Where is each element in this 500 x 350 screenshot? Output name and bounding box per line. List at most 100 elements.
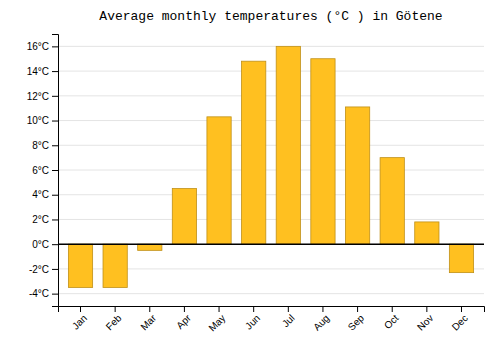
grid-line (58, 293, 484, 294)
x-tick: Jun (243, 306, 262, 332)
plot-area: -4°C -2°C 0°C 2°C 4°C 6°C 8°C 10°C 12°C 14°C 16°C J… (27, 35, 485, 334)
tick-label: 6°C (32, 165, 49, 176)
tick-mark (426, 306, 427, 312)
tick-mark (52, 46, 58, 47)
bar (103, 244, 127, 287)
tick-label: Mar (138, 312, 158, 332)
tick-mark (52, 121, 58, 122)
tick-mark (184, 306, 185, 312)
tick-mark (219, 306, 220, 312)
tick-mark (288, 306, 289, 312)
title: Average monthly temperatures (°C ) in Gö… (99, 9, 442, 24)
tick-label: Oct (382, 312, 401, 331)
baseline (58, 243, 484, 245)
tick-label: 10°C (27, 115, 49, 126)
tick-mark (52, 294, 58, 295)
bar (415, 222, 439, 244)
grid-line (58, 71, 484, 72)
tick-mark (52, 170, 58, 171)
tick-label: May (206, 312, 227, 333)
tick-label: 8°C (32, 140, 49, 151)
bars (68, 46, 473, 287)
x-tick: Nov (415, 306, 435, 333)
y-tick: 16°C (27, 41, 58, 52)
chart: -4°C -2°C 0°C 2°C 4°C 6°C 8°C 10°C 12°C 14°C 16°C J… (0, 0, 500, 350)
tick-label: Feb (104, 312, 124, 332)
bar (172, 189, 196, 245)
tick-mark (52, 219, 58, 220)
bar (207, 117, 231, 244)
tick-mark (322, 306, 323, 312)
y-tick: 2°C (32, 214, 58, 225)
y-tick: 14°C (27, 66, 58, 77)
y-tick: -2°C (29, 264, 58, 275)
tick-label: 16°C (27, 41, 49, 52)
x-tick: Apr (174, 306, 193, 331)
tick-label: 0°C (32, 239, 49, 250)
tick-label: -2°C (29, 264, 49, 275)
tick-label: Apr (174, 312, 193, 331)
tick-mark (149, 306, 150, 312)
grid-line (58, 170, 484, 171)
x-tick: Aug (311, 306, 331, 333)
tick-mark (461, 306, 462, 312)
bar (276, 46, 300, 244)
grid-line (58, 95, 484, 96)
x-tick: May (206, 306, 227, 334)
x-tick: Oct (382, 306, 401, 331)
x-tick: Mar (138, 306, 158, 332)
bar (380, 158, 404, 245)
y-tick: 10°C (27, 115, 58, 126)
grid-line (58, 194, 484, 195)
tick-mark (52, 195, 58, 196)
x-axis: Jan Feb Mar Apr May Jun Jul Aug Sep Oct Nov Dec (59, 306, 485, 334)
tick-mark (52, 244, 58, 245)
axis-line (59, 307, 485, 313)
bar (311, 59, 335, 244)
tick-label: Jan (70, 312, 89, 331)
tick-label: Jul (280, 312, 297, 329)
tick-label: Nov (415, 312, 435, 332)
tick-mark (52, 145, 58, 146)
x-tick: Feb (104, 306, 124, 332)
tick-label: Aug (311, 312, 331, 332)
grid-line (58, 244, 484, 245)
x-tick: Dec (450, 306, 470, 333)
bar (449, 244, 473, 272)
grid-line (58, 120, 484, 121)
tick-mark (52, 269, 58, 270)
y-tick: 8°C (32, 140, 58, 151)
bar (68, 244, 92, 287)
grid-line (58, 46, 484, 47)
bar (345, 107, 369, 244)
x-tick: Jan (70, 306, 89, 332)
bar (138, 244, 162, 250)
tick-label: 12°C (27, 91, 49, 102)
y-tick: 4°C (32, 189, 58, 200)
grid-line (58, 219, 484, 220)
tick-mark (392, 306, 393, 312)
tick-mark (80, 306, 81, 312)
x-tick: Sep (346, 306, 367, 333)
x-tick: Jul (280, 306, 297, 329)
tick-mark (52, 96, 58, 97)
tick-label: 14°C (27, 66, 49, 77)
tick-mark (115, 306, 116, 312)
tick-label: Sep (346, 312, 367, 333)
tick-mark (357, 306, 358, 312)
tick-label: -4°C (29, 288, 49, 299)
grid-line (58, 145, 484, 146)
tick-label: Dec (450, 312, 470, 332)
grid (58, 46, 484, 293)
tick-mark (52, 71, 58, 72)
axis-line (52, 35, 59, 307)
y-axis: -4°C -2°C 0°C 2°C 4°C 6°C 8°C 10°C 12°C 14°C 16°C (27, 35, 59, 307)
y-tick: -4°C (29, 288, 58, 299)
tick-mark (253, 306, 254, 312)
tick-label: 2°C (32, 214, 49, 225)
tick-label: 4°C (32, 189, 49, 200)
y-tick: 0°C (32, 239, 58, 250)
tick-label: Jun (243, 312, 262, 331)
bar (242, 61, 266, 244)
y-tick: 12°C (27, 91, 58, 102)
